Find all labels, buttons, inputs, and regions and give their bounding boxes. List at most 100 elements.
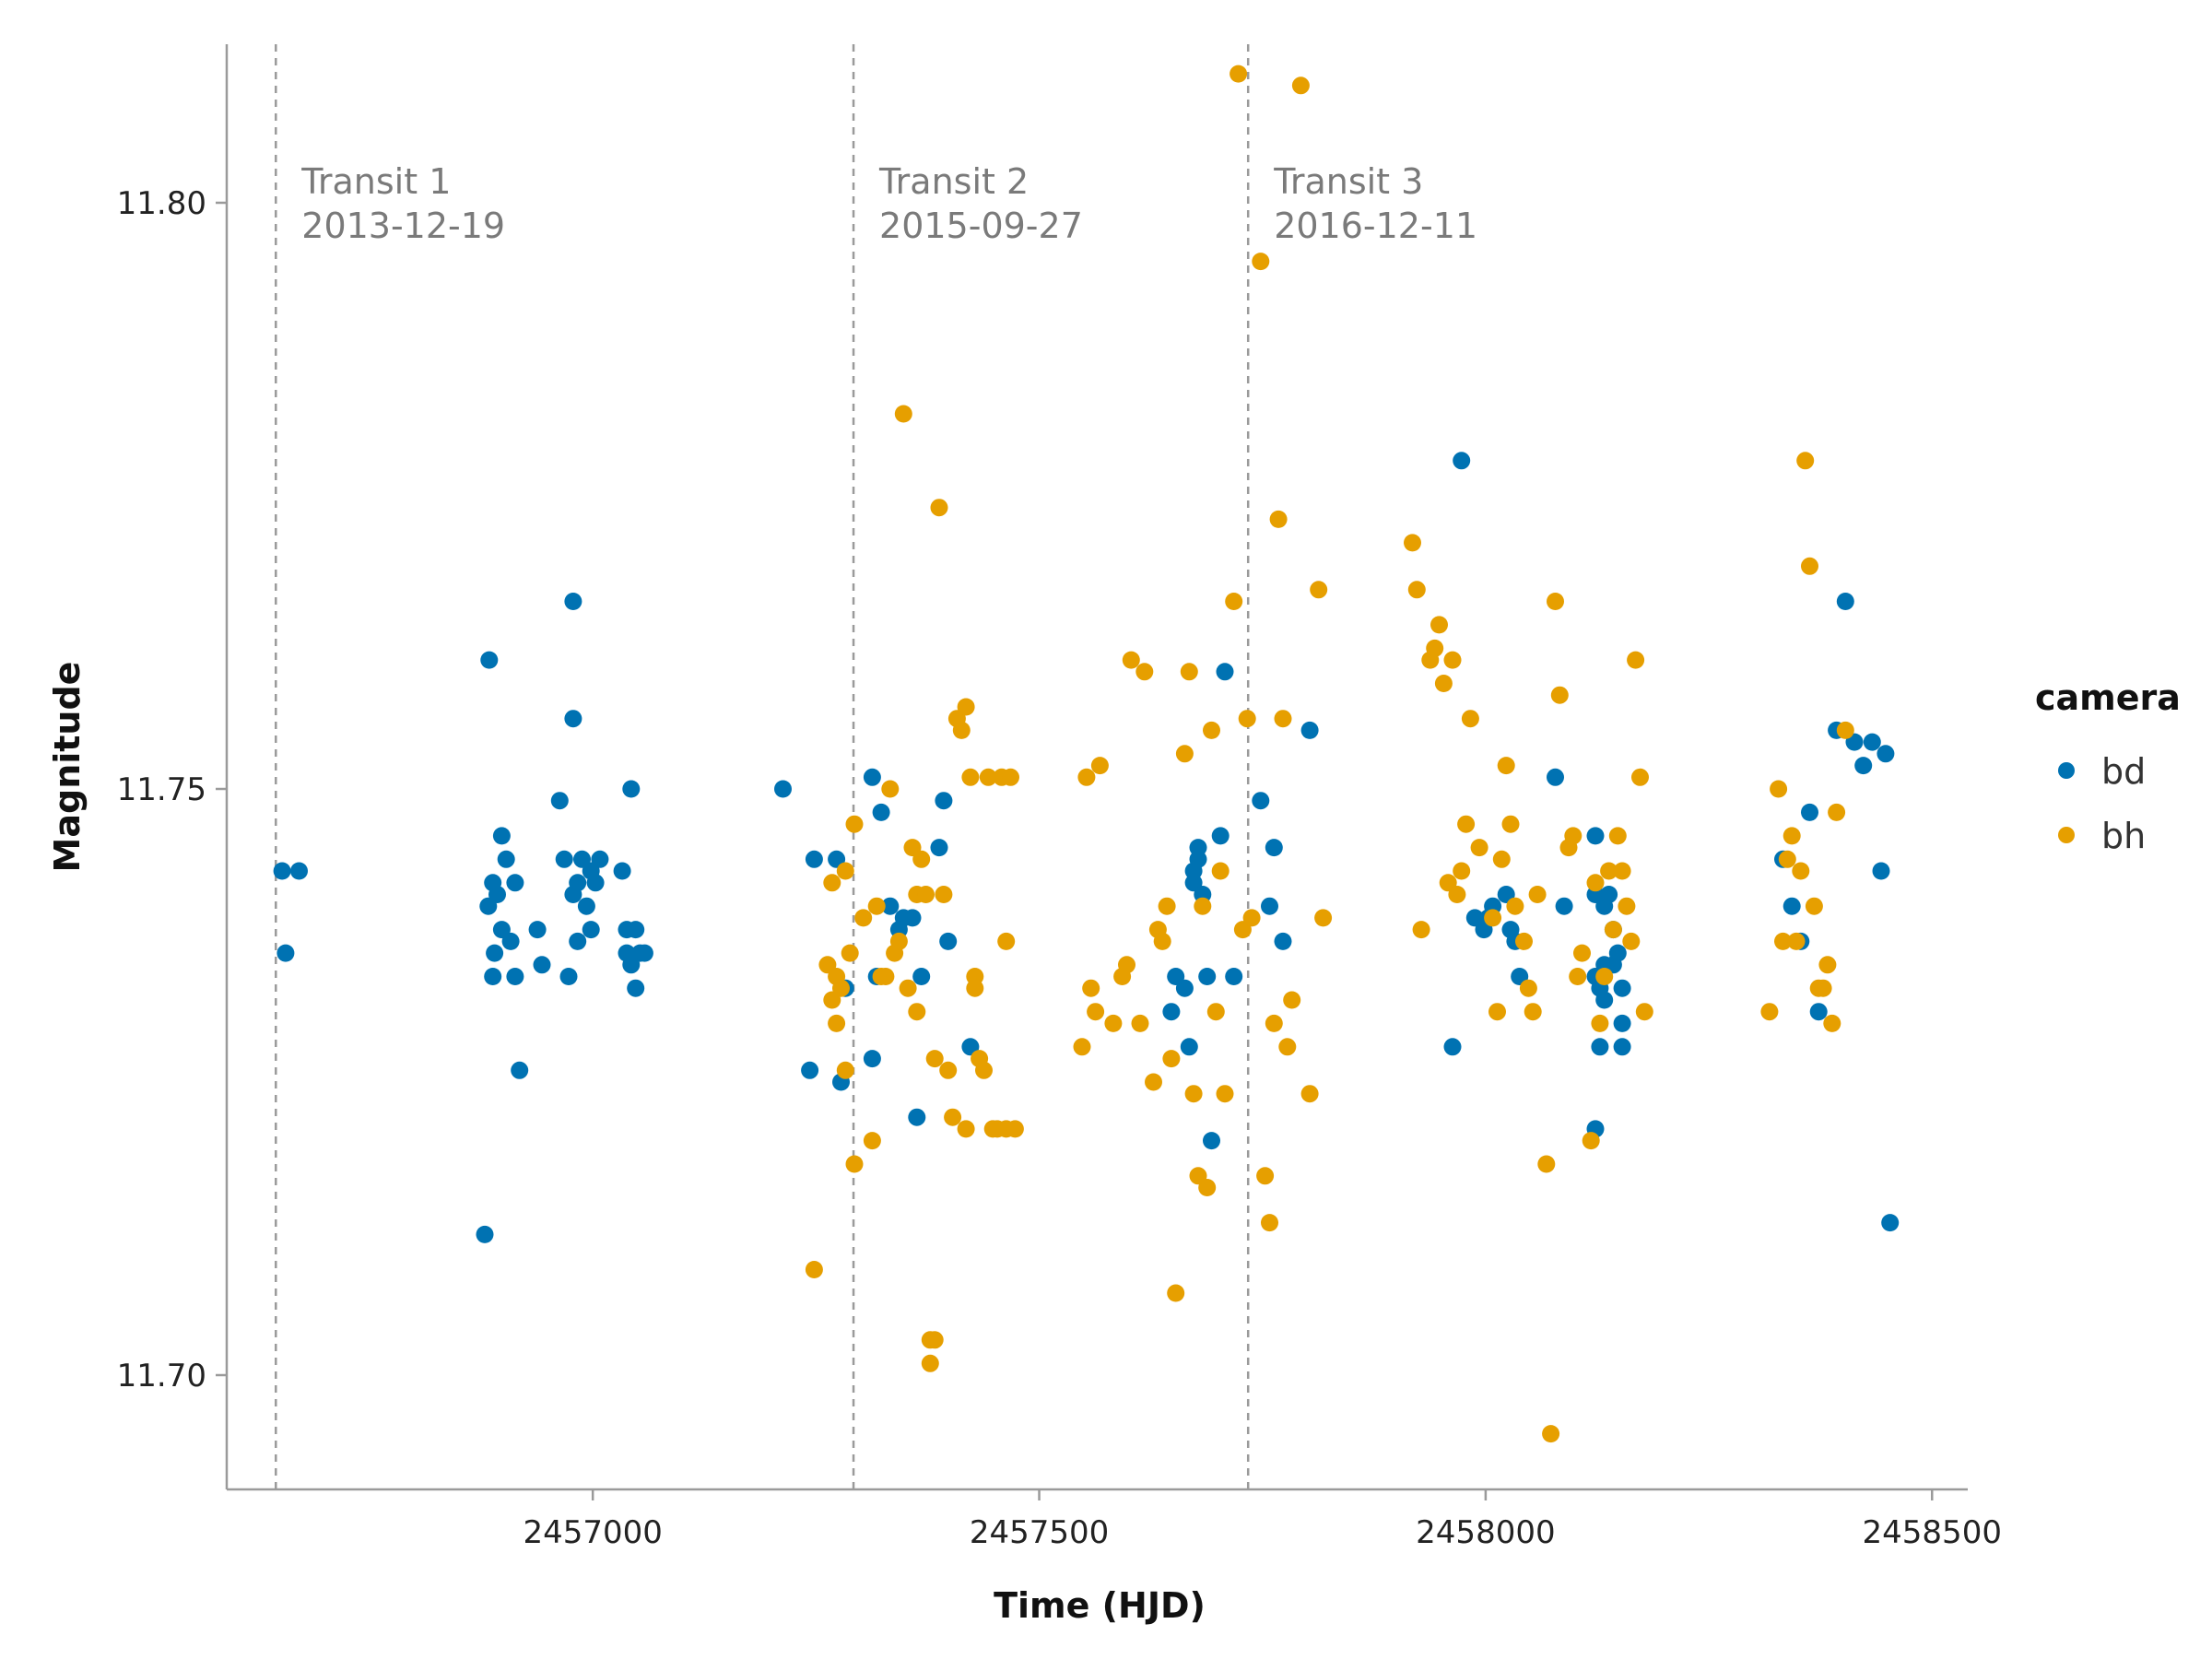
point-bd bbox=[1211, 827, 1230, 845]
point-bd bbox=[550, 792, 569, 810]
point-bh bbox=[1497, 757, 1515, 775]
point-bh bbox=[1528, 886, 1547, 903]
point-bh bbox=[1515, 932, 1533, 950]
point-bd bbox=[484, 968, 502, 985]
point-bd bbox=[1877, 745, 1895, 763]
point-bh bbox=[1805, 897, 1823, 915]
point-bh bbox=[845, 815, 864, 833]
point-bh bbox=[1591, 1014, 1609, 1032]
point-bd bbox=[1261, 897, 1278, 915]
point-bh bbox=[1774, 932, 1792, 950]
point-bd bbox=[577, 897, 595, 915]
point-bd bbox=[627, 921, 645, 939]
point-bd bbox=[903, 909, 922, 927]
point-bh bbox=[1550, 686, 1569, 704]
point-bh bbox=[889, 932, 908, 950]
point-bh bbox=[1145, 1073, 1162, 1091]
point-bh bbox=[1582, 1132, 1600, 1150]
point-bh bbox=[1542, 1425, 1560, 1443]
point-bh bbox=[1453, 862, 1471, 880]
point-bd bbox=[569, 874, 587, 892]
point-bd bbox=[1547, 768, 1564, 786]
point-bh bbox=[961, 768, 980, 786]
point-bh bbox=[1818, 956, 1837, 974]
point-bd bbox=[1881, 1214, 1900, 1232]
point-bh bbox=[1573, 944, 1591, 962]
point-bh bbox=[1430, 616, 1448, 634]
point-bh bbox=[1492, 850, 1511, 868]
point-bh bbox=[1230, 65, 1248, 83]
x-axis-ticks: 2457000 2457500 2458000 2458500 bbox=[523, 1489, 2002, 1551]
x-axis-title: Time (HJD) bbox=[994, 1585, 1206, 1626]
point-bd bbox=[528, 921, 547, 939]
point-bd bbox=[582, 921, 600, 939]
point-bd bbox=[939, 932, 958, 950]
point-bh bbox=[1635, 1003, 1653, 1021]
point-bd bbox=[908, 1108, 926, 1126]
point-bh bbox=[1836, 721, 1854, 739]
point-bh bbox=[1090, 757, 1109, 775]
point-bh bbox=[1278, 1038, 1297, 1056]
point-bd bbox=[1175, 979, 1194, 997]
point-bh bbox=[908, 1003, 926, 1021]
point-bd bbox=[591, 850, 609, 868]
point-bh bbox=[1470, 839, 1488, 857]
point-bh bbox=[944, 1108, 962, 1126]
point-bh bbox=[1082, 979, 1100, 997]
point-bh bbox=[1184, 1085, 1203, 1103]
point-bd bbox=[635, 944, 653, 962]
point-bh bbox=[917, 886, 935, 903]
point-bh bbox=[1613, 862, 1631, 880]
point-bd bbox=[1783, 897, 1801, 915]
point-bh bbox=[1180, 663, 1198, 681]
point-bh bbox=[930, 499, 948, 517]
point-bh bbox=[1135, 663, 1154, 681]
point-bd bbox=[1854, 757, 1873, 775]
point-bd bbox=[1180, 1038, 1198, 1056]
point-bh bbox=[925, 1050, 944, 1068]
point-bh bbox=[1238, 710, 1256, 728]
point-bd bbox=[1162, 1003, 1181, 1021]
point-bh bbox=[1796, 452, 1815, 470]
point-bh bbox=[1828, 803, 1846, 821]
point-bh bbox=[1006, 1120, 1024, 1138]
point-bd bbox=[1225, 968, 1243, 985]
point-bh bbox=[1077, 768, 1096, 786]
point-bd bbox=[290, 862, 308, 880]
point-bd bbox=[805, 850, 823, 868]
point-bh bbox=[1537, 1155, 1556, 1173]
point-bd bbox=[912, 968, 931, 985]
point-bd bbox=[1198, 968, 1217, 985]
point-bh bbox=[1300, 1085, 1319, 1103]
point-bh bbox=[935, 886, 953, 903]
point-bh bbox=[1600, 862, 1618, 880]
transit-date-1: 2013-12-19 bbox=[301, 206, 505, 246]
data-points bbox=[273, 65, 1900, 1443]
point-bh bbox=[925, 1331, 944, 1349]
point-bd bbox=[1809, 1003, 1828, 1021]
point-bh bbox=[1814, 979, 1832, 997]
point-bh bbox=[894, 405, 912, 423]
y-axis-title: Magnitude bbox=[47, 662, 88, 873]
point-bh bbox=[966, 979, 984, 997]
point-bh bbox=[1457, 815, 1476, 833]
point-bh bbox=[1225, 593, 1243, 610]
point-bh bbox=[1434, 675, 1453, 692]
point-bh bbox=[867, 897, 886, 915]
point-bh bbox=[1314, 909, 1333, 927]
point-bd bbox=[1613, 1014, 1631, 1032]
legend-label-bd: bd bbox=[2101, 751, 2146, 792]
point-bd bbox=[564, 593, 582, 610]
point-bh bbox=[1404, 534, 1421, 552]
point-bh bbox=[1122, 651, 1140, 669]
point-bd bbox=[559, 968, 578, 985]
point-bd bbox=[533, 956, 551, 974]
point-bd bbox=[1300, 721, 1319, 739]
point-bd bbox=[501, 932, 520, 950]
point-bh bbox=[957, 698, 975, 716]
point-bd bbox=[569, 932, 587, 950]
transit-label-1: Transit 1 bbox=[300, 161, 451, 202]
point-bh bbox=[823, 874, 841, 892]
